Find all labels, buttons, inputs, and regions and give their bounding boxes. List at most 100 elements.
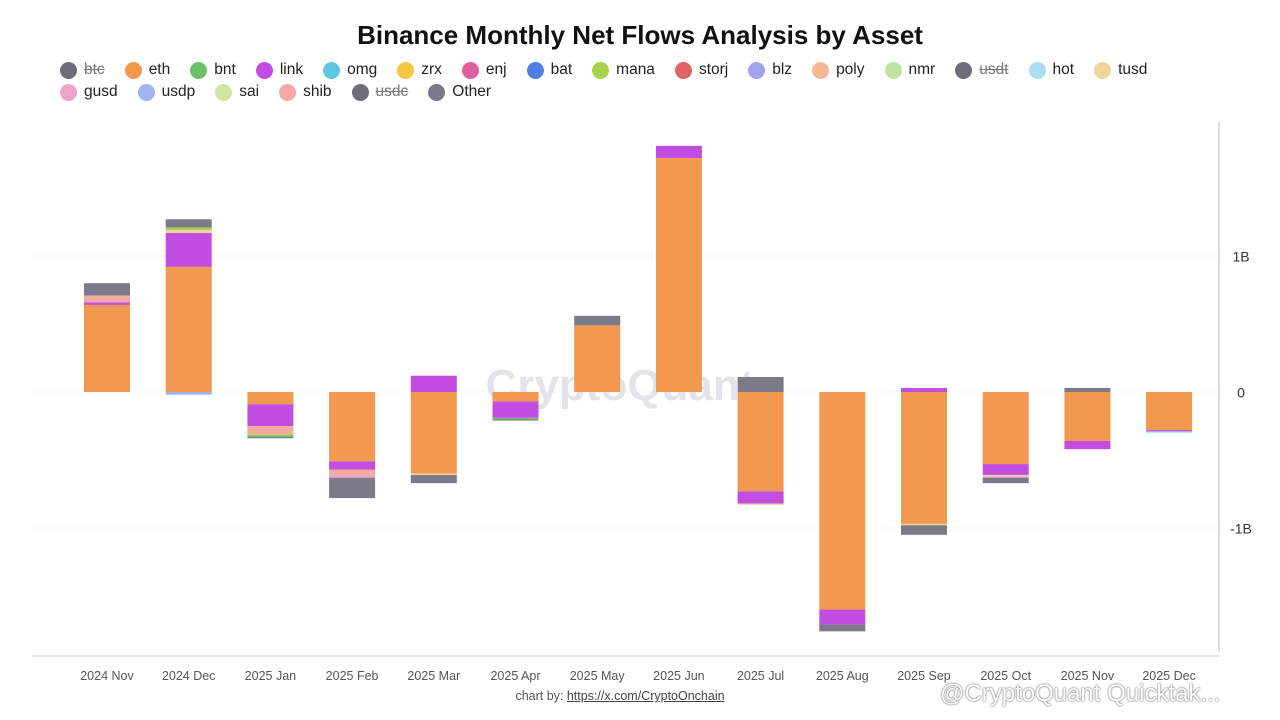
bar-mana-2024-dec[interactable] [165, 227, 212, 231]
bar-other-2025-oct[interactable] [982, 477, 1029, 484]
legend-label: poly [836, 61, 865, 78]
bar-eth-2025-mar[interactable] [410, 392, 457, 474]
legend-swatch [428, 83, 446, 101]
bar-gusd-2025-oct[interactable] [982, 476, 1029, 478]
bar-other-2024-nov[interactable] [84, 283, 130, 296]
x-tick-label: 2025 May [570, 669, 626, 683]
bar-bnt-2025-apr[interactable] [492, 417, 539, 420]
bar-link-2024-dec[interactable] [165, 232, 212, 267]
legend-item-bat[interactable]: bat [526, 60, 572, 80]
bar-eth-2025-apr[interactable] [492, 392, 539, 402]
legend-item-tusd[interactable]: tusd [1094, 60, 1147, 80]
legend-label: zrx [421, 61, 442, 78]
bar-tusd-2025-mar[interactable] [410, 473, 457, 475]
bar-link-2025-jan[interactable] [247, 404, 294, 426]
x-tick-label: 2024 Dec [162, 669, 216, 683]
x-tick-label: 2025 Sep [897, 669, 951, 683]
legend-label: eth [148, 61, 171, 78]
legend-item-omg[interactable]: omg [323, 60, 377, 80]
bar-tusd-2025-sep[interactable] [901, 523, 947, 526]
bar-link-2025-sep[interactable] [901, 387, 947, 392]
brand-overlay: @CryptoQuant Quicktak... [940, 680, 1221, 707]
bar-usdp-2024-dec[interactable] [165, 392, 212, 395]
x-tick-label: 2025 Feb [326, 669, 379, 683]
bar-mana-2025-jan[interactable] [247, 434, 294, 436]
bar-link-2025-oct[interactable] [982, 464, 1029, 475]
legend-item-usdt[interactable]: usdt [955, 60, 1009, 80]
x-tick-label: 2025 Jan [245, 669, 296, 683]
bar-eth-2025-oct[interactable] [982, 392, 1029, 465]
legend-swatch [397, 61, 415, 79]
bar-eth-2025-jan[interactable] [247, 392, 294, 405]
bar-other-2025-nov[interactable] [1064, 387, 1111, 392]
bar-eth-2024-dec[interactable] [165, 266, 212, 392]
bar-other-2024-dec[interactable] [165, 219, 212, 228]
legend-item-sai[interactable]: sai [215, 82, 259, 102]
bar-eth-2025-may[interactable] [574, 325, 621, 392]
legend-item-zrx[interactable]: zrx [397, 60, 442, 80]
legend-item-eth[interactable]: eth [124, 60, 171, 80]
bar-eth-2025-sep[interactable] [901, 392, 947, 524]
legend-item-link[interactable]: link [255, 60, 303, 80]
legend-label: sai [239, 83, 260, 100]
bar-link-2025-dec[interactable] [1146, 430, 1193, 432]
legend-item-other[interactable]: Other [428, 82, 491, 102]
legend-item-hot[interactable]: hot [1028, 60, 1074, 80]
bar-link-2024-nov[interactable] [84, 302, 130, 305]
legend-swatch [323, 61, 341, 79]
bar-other-2025-apr[interactable] [492, 419, 539, 421]
legend-item-poly[interactable]: poly [812, 60, 865, 80]
bar-shib-2024-nov[interactable] [84, 295, 130, 303]
bar-link-2025-aug[interactable] [819, 609, 866, 625]
bar-other-2025-aug[interactable] [819, 624, 866, 632]
bar-eth-2025-aug[interactable] [819, 392, 866, 610]
bar-eth-2025-jun[interactable] [655, 158, 702, 392]
bar-hot-2025-dec[interactable] [1146, 431, 1193, 433]
bar-shib-2025-jan[interactable] [247, 426, 294, 435]
bar-gusd-2025-feb[interactable] [329, 474, 376, 478]
x-tick-label: 2025 Jun [653, 669, 704, 683]
legend-label: storj [698, 61, 729, 78]
bar-link-2025-nov[interactable] [1064, 440, 1111, 450]
legend-item-usdc[interactable]: usdc [351, 82, 408, 102]
bar-bnt-2025-jan[interactable] [247, 435, 294, 437]
x-tick-label: 2025 Dec [1142, 669, 1196, 683]
legend-item-blz[interactable]: blz [748, 60, 792, 80]
bar-link-2025-jul[interactable] [737, 491, 784, 504]
bar-link-2025-jun[interactable] [655, 145, 702, 159]
legend-item-bnt[interactable]: bnt [190, 60, 236, 80]
bar-other-2025-jul[interactable] [737, 377, 784, 392]
x-tick-label: 2025 Mar [407, 669, 460, 683]
credit-link[interactable]: https://x.com/CryptoOnchain [566, 689, 725, 703]
bar-link-2025-feb[interactable] [329, 461, 376, 470]
legend-item-gusd[interactable]: gusd [60, 82, 118, 102]
bar-shib-2025-feb[interactable] [329, 469, 376, 475]
bar-tusd-2025-oct[interactable] [982, 474, 1029, 477]
bar-link-2025-mar[interactable] [410, 375, 457, 392]
legend-item-enj[interactable]: enj [461, 60, 507, 80]
bar-other-2025-sep[interactable] [901, 525, 947, 535]
legend-item-storj[interactable]: storj [674, 60, 729, 80]
bar-tusd-2025-jul[interactable] [737, 503, 784, 505]
legend-swatch [215, 83, 233, 101]
legend-item-usdp[interactable]: usdp [137, 82, 195, 102]
legend-item-nmr[interactable]: nmr [884, 60, 935, 80]
bar-other-2025-mar[interactable] [410, 474, 457, 484]
bar-link-2025-apr[interactable] [492, 401, 539, 418]
bar-eth-2024-nov[interactable] [84, 304, 130, 392]
legend-item-mana[interactable]: mana [592, 60, 655, 80]
bar-tusd-2024-dec[interactable] [165, 230, 212, 233]
bar-eth-2025-nov[interactable] [1064, 392, 1111, 441]
bar-eth-2025-dec[interactable] [1146, 392, 1193, 431]
bar-other-2025-jan[interactable] [247, 436, 294, 439]
bar-other-2025-feb[interactable] [329, 477, 376, 499]
y-tick-label: 0 [1237, 385, 1245, 401]
legend-swatch [955, 61, 973, 79]
bar-eth-2025-feb[interactable] [329, 392, 376, 462]
bar-eth-2025-jul[interactable] [737, 392, 784, 492]
x-tick-label: 2025 Nov [1061, 669, 1115, 683]
legend-item-shib[interactable]: shib [279, 82, 332, 102]
legend-item-btc[interactable]: btc [60, 60, 105, 80]
bar-other-2025-may[interactable] [574, 315, 621, 326]
